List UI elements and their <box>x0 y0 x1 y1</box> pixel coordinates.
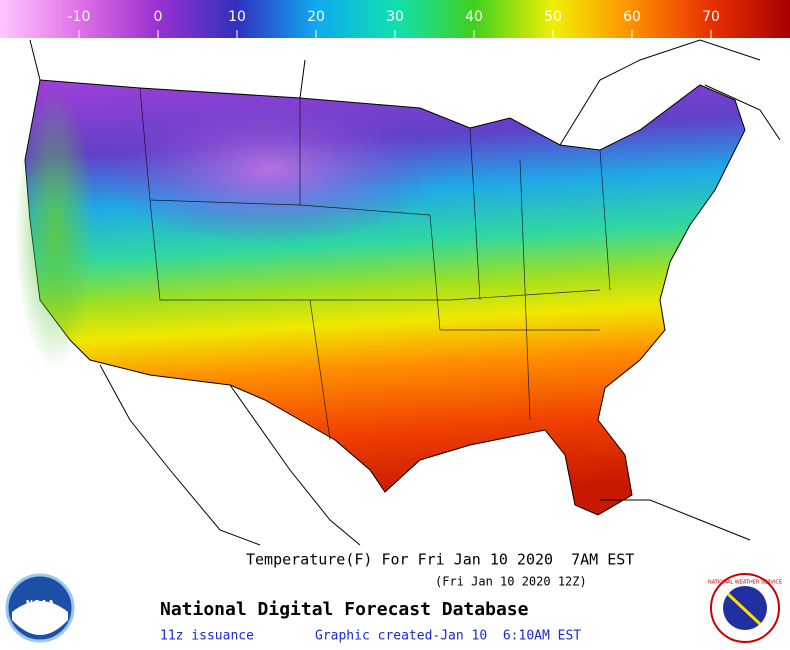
tick-label: 10 <box>228 9 246 25</box>
noaa-logo: NOAA <box>5 573 75 643</box>
tick-label: 0 <box>154 9 163 25</box>
tick-label: 50 <box>544 9 562 25</box>
tick-label: -10 <box>68 9 91 25</box>
nws-text: NATIONAL WEATHER SERVICE <box>708 580 782 586</box>
created-time: Graphic created-Jan 10 6:10AM EST <box>315 629 581 644</box>
tick-label: 60 <box>623 9 641 25</box>
tick-label: 40 <box>465 9 483 25</box>
colorbar-ticks: -10 0 10 20 30 40 50 60 70 <box>68 9 720 38</box>
map-subtitle: (Fri Jan 10 2020 12Z) <box>435 575 587 589</box>
noaa-text: NOAA <box>26 600 55 610</box>
map <box>15 39 781 546</box>
database-name: National Digital Forecast Database <box>160 599 529 620</box>
state-lines <box>139 87 611 441</box>
border-lines <box>29 39 781 146</box>
tick-label: 20 <box>307 9 325 25</box>
cold-region <box>100 95 440 245</box>
tick-label: 30 <box>386 9 404 25</box>
coast-region <box>15 90 95 370</box>
nws-logo: NATIONAL WEATHER SERVICE <box>708 573 782 643</box>
mexico-caribbean-lines <box>99 364 751 546</box>
issuance: 11z issuance <box>160 629 254 644</box>
map-title: Temperature(F) For Fri Jan 10 2020 7AM E… <box>246 551 634 569</box>
tick-label: 70 <box>702 9 720 25</box>
